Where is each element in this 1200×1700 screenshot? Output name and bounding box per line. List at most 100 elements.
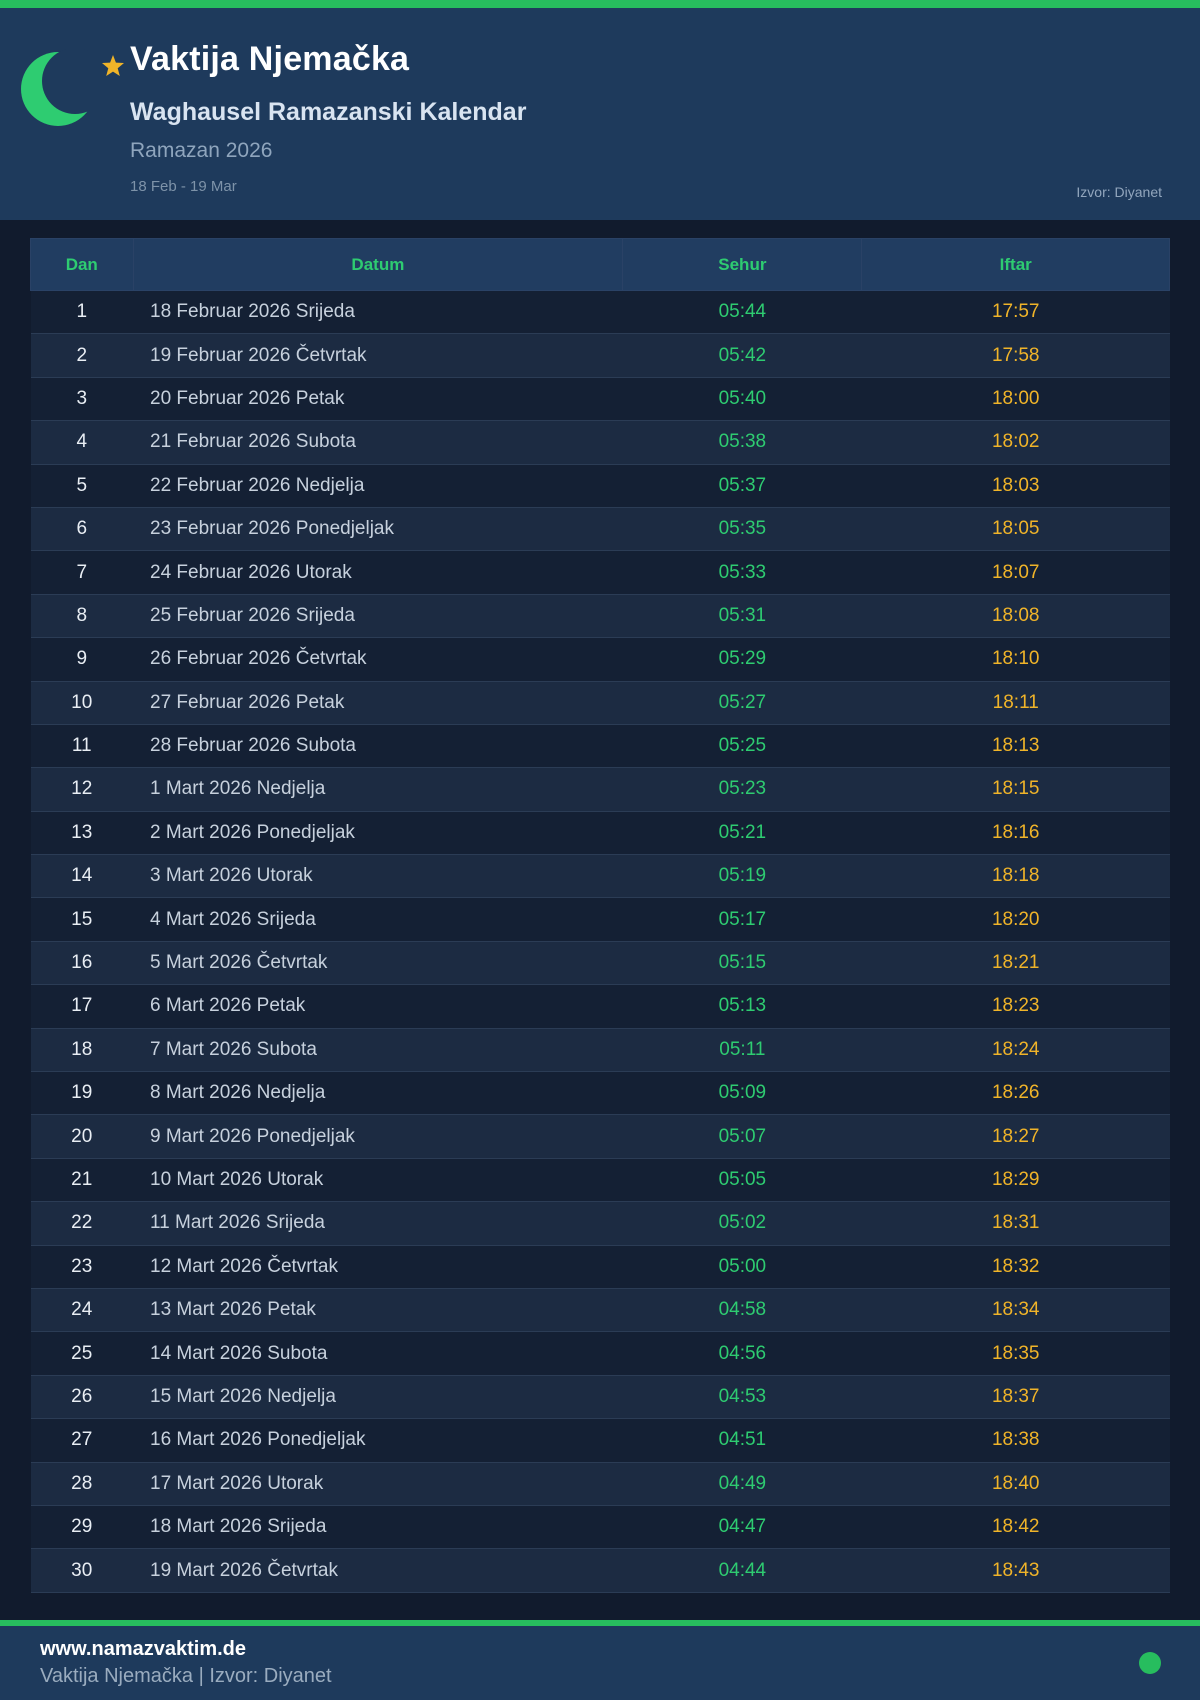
- iftar-time-cell: 18:40: [861, 1461, 1170, 1506]
- iftar-time-cell: 18:34: [861, 1287, 1170, 1333]
- day-cell: 24: [30, 1287, 133, 1333]
- date-cell: 28 Februar 2026 Subota: [150, 735, 356, 757]
- table-row: 27 16 Mart 2026 Ponedjeljak 04:51 18:38: [30, 1418, 1170, 1463]
- footer-accent-bar: [0, 1620, 1200, 1626]
- date-cell: 2 Mart 2026 Ponedjeljak: [150, 821, 355, 843]
- date-cell: 27 Februar 2026 Petak: [133, 680, 623, 725]
- source-label: Izvor: Diyanet: [1076, 184, 1162, 200]
- table-row: 23 12 Mart 2026 Četvrtak 05:00 18:32: [30, 1245, 1170, 1289]
- iftar-time-cell: 18:05: [861, 506, 1170, 552]
- sehur-time-cell: 05:29: [718, 648, 767, 670]
- day-cell: 9: [76, 648, 88, 670]
- table-row: 30 19 Mart 2026 Četvrtak 04:44 18:43: [30, 1548, 1170, 1593]
- sehur-time-cell: 04:47: [718, 1516, 767, 1538]
- table-header-row: Dan Datum Sehur Iftar: [30, 238, 1170, 291]
- page-subtitle: Waghausel Ramazanski Kalendar: [130, 98, 527, 126]
- table-row: 20 9 Mart 2026 Ponedjeljak 05:07 18:27: [30, 1114, 1170, 1159]
- sehur-time-cell: 04:53: [622, 1374, 862, 1420]
- day-cell: 6: [30, 506, 133, 552]
- date-cell: 22 Februar 2026 Nedjelja: [150, 474, 365, 496]
- iftar-time-cell: 18:10: [991, 648, 1040, 670]
- day-cell: 23: [71, 1255, 93, 1277]
- iftar-time-cell: 18:35: [991, 1342, 1040, 1364]
- column-header-datum: Datum: [132, 238, 624, 291]
- table-row: 4 21 Februar 2026 Subota 05:38 18:02: [30, 420, 1170, 465]
- iftar-time-cell: 17:57: [991, 301, 1040, 323]
- day-cell: 16: [30, 940, 133, 986]
- table-body: 1 18 Februar 2026 Srijeda 05:44 17:57 2 19 Fe…: [30, 290, 1170, 1593]
- table-row: 24 13 Mart 2026 Petak 04:58 18:34: [30, 1287, 1170, 1333]
- iftar-time-cell: 18:43: [861, 1548, 1170, 1593]
- date-cell: 6 Mart 2026 Petak: [150, 995, 306, 1017]
- day-cell: 27: [71, 1429, 93, 1451]
- calendar-table-wrap: Dan Datum Sehur Iftar 1 18 Februar 2026 Srij…: [30, 238, 1170, 1593]
- date-cell: 17 Mart 2026 Utorak: [133, 1461, 623, 1506]
- sehur-time-cell: 05:15: [622, 940, 862, 986]
- iftar-time-cell: 18:27: [861, 1114, 1170, 1159]
- day-cell: 17: [71, 995, 93, 1017]
- date-cell: 9 Mart 2026 Ponedjeljak: [133, 1114, 623, 1159]
- iftar-time-cell: 18:23: [991, 995, 1040, 1017]
- iftar-time-cell: 18:26: [991, 1082, 1040, 1104]
- day-cell: 18: [30, 1027, 133, 1073]
- date-cell: 20 Februar 2026 Petak: [150, 387, 345, 409]
- iftar-time-cell: 17:58: [861, 333, 1170, 378]
- day-cell: 21: [71, 1169, 93, 1190]
- day-cell: 11: [71, 735, 92, 757]
- page-header: Vaktija Njemačka Waghausel Ramazanski Ka…: [0, 8, 1200, 220]
- crescent-moon-icon: [21, 48, 108, 126]
- iftar-time-cell: 18:38: [991, 1429, 1040, 1451]
- sehur-time-cell: 05:38: [622, 420, 862, 465]
- table-row: 14 3 Mart 2026 Utorak 05:19 18:18: [30, 854, 1170, 899]
- table-row: 5 22 Februar 2026 Nedjelja 05:37 18:03: [30, 464, 1170, 508]
- website-link[interactable]: www.namazvaktim.de: [40, 1638, 246, 1660]
- iftar-time-cell: 18:13: [991, 735, 1040, 757]
- date-cell: 11 Mart 2026 Srijeda: [133, 1201, 623, 1246]
- sehur-time-cell: 05:33: [718, 561, 767, 583]
- iftar-time-cell: 18:11: [861, 680, 1170, 725]
- day-cell: 12: [30, 767, 133, 812]
- column-header-iftar: Iftar: [861, 238, 1170, 291]
- sehur-time-cell: 05:31: [622, 593, 862, 639]
- iftar-time-cell: 18:37: [861, 1374, 1170, 1420]
- day-cell: 13: [71, 821, 93, 843]
- table-row: 10 27 Februar 2026 Petak 05:27 18:11: [30, 680, 1170, 725]
- date-cell: 19 Februar 2026 Četvrtak: [133, 333, 623, 378]
- prayer-times-table: Dan Datum Sehur Iftar 1 18 Februar 2026 Srij…: [30, 238, 1170, 1593]
- sehur-time-cell: 05:13: [718, 995, 767, 1017]
- day-cell: 20: [30, 1114, 133, 1159]
- iftar-time-cell: 18:03: [991, 474, 1040, 496]
- table-row: 18 7 Mart 2026 Subota 05:11 18:24: [30, 1027, 1170, 1073]
- sehur-time-cell: 05:11: [622, 1027, 862, 1073]
- table-row: 3 20 Februar 2026 Petak 05:40 18:00: [30, 377, 1170, 421]
- sehur-time-cell: 05:40: [718, 387, 767, 409]
- sehur-time-cell: 05:21: [718, 821, 767, 843]
- sehur-time-cell: 05:35: [622, 506, 862, 552]
- sehur-time-cell: 05:27: [622, 680, 862, 725]
- column-header-sehur: Sehur: [622, 238, 863, 291]
- iftar-time-cell: 18:02: [861, 420, 1170, 465]
- table-row: 13 2 Mart 2026 Ponedjeljak 05:21 18:16: [30, 811, 1170, 855]
- date-cell: 25 Februar 2026 Srijeda: [133, 593, 623, 639]
- day-cell: 4: [30, 420, 133, 465]
- iftar-time-cell: 18:16: [991, 821, 1040, 843]
- day-cell: 1: [76, 301, 88, 323]
- period-label: Ramazan 2026: [130, 139, 273, 162]
- sehur-time-cell: 05:19: [622, 854, 862, 899]
- table-row: 12 1 Mart 2026 Nedjelja 05:23 18:15: [30, 767, 1170, 812]
- iftar-time-cell: 18:08: [861, 593, 1170, 639]
- day-cell: 25: [71, 1342, 93, 1364]
- table-row: 1 18 Februar 2026 Srijeda 05:44 17:57: [30, 290, 1170, 334]
- day-cell: 10: [30, 680, 133, 725]
- day-cell: 2: [30, 333, 133, 378]
- table-row: 15 4 Mart 2026 Srijeda 05:17 18:20: [30, 897, 1170, 942]
- column-header-dan: Dan: [30, 238, 134, 291]
- sehur-time-cell: 04:49: [622, 1461, 862, 1506]
- date-cell: 7 Mart 2026 Subota: [133, 1027, 623, 1073]
- table-row: 21 10 Mart 2026 Utorak 05:05 18:29: [30, 1158, 1170, 1202]
- table-row: 19 8 Mart 2026 Nedjelja 05:09 18:26: [30, 1071, 1170, 1115]
- date-cell: 19 Mart 2026 Četvrtak: [133, 1548, 623, 1593]
- date-cell: 18 Februar 2026 Srijeda: [150, 301, 355, 323]
- date-cell: 23 Februar 2026 Ponedjeljak: [133, 506, 623, 552]
- sehur-time-cell: 05:02: [622, 1201, 862, 1246]
